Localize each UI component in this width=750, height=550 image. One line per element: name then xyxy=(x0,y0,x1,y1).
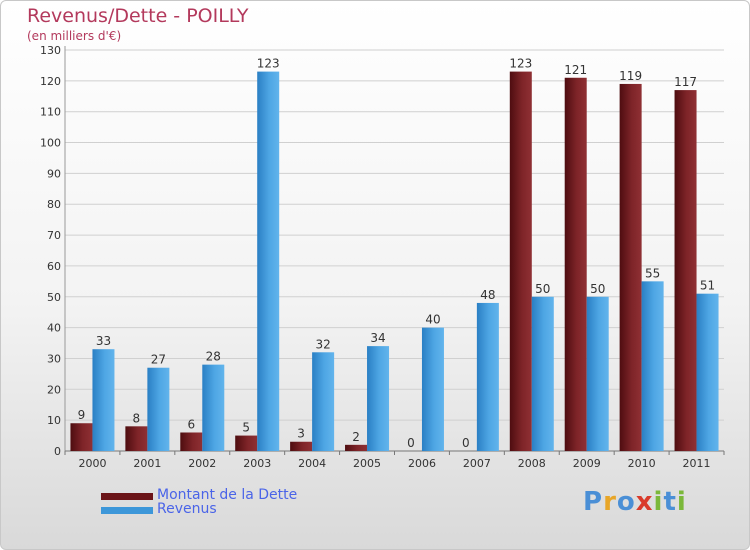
y-tick-label: 70 xyxy=(47,229,61,242)
bar-dette xyxy=(509,71,532,451)
data-label-dette: 0 xyxy=(407,436,415,450)
x-tick-label: 2000 xyxy=(78,457,106,470)
logo-letter: o xyxy=(616,487,636,517)
x-tick-label: 2004 xyxy=(298,457,326,470)
bar-revenus xyxy=(531,296,554,451)
bar-dette xyxy=(345,444,368,451)
data-label-dette: 5 xyxy=(242,421,250,435)
data-label-dette: 6 xyxy=(187,417,195,431)
bar-revenus xyxy=(641,281,664,451)
x-tick-label: 2010 xyxy=(628,457,656,470)
x-tick-label: 2005 xyxy=(353,457,381,470)
chart-subtitle: (en milliers d'€) xyxy=(27,29,122,43)
y-tick-label: 100 xyxy=(40,137,61,150)
data-label-revenus: 51 xyxy=(700,279,715,293)
x-tick-label: 2007 xyxy=(463,457,491,470)
x-tick-label: 2009 xyxy=(573,457,601,470)
data-label-revenus: 28 xyxy=(206,350,221,364)
legend-swatch-dette xyxy=(101,493,153,500)
data-label-dette: 121 xyxy=(564,63,587,77)
bar-revenus xyxy=(147,367,170,451)
logo-letter: r xyxy=(603,487,617,517)
legend-label-revenus: Revenus xyxy=(157,501,217,517)
y-tick-label: 30 xyxy=(47,352,61,365)
bar-dette xyxy=(619,83,642,451)
x-tick-label: 2008 xyxy=(518,457,546,470)
logo-letter: t xyxy=(663,487,677,517)
x-tick-label: 2003 xyxy=(243,457,271,470)
data-label-revenus: 33 xyxy=(96,334,111,348)
bar-revenus xyxy=(476,302,499,451)
x-tick-label: 2002 xyxy=(188,457,216,470)
bar-revenus xyxy=(312,352,335,451)
bar-dette xyxy=(235,435,258,451)
y-tick-label: 40 xyxy=(47,322,61,335)
bar-revenus xyxy=(696,293,719,451)
chart-title: Revenus/Dette - POILLY xyxy=(27,5,249,27)
data-label-dette: 9 xyxy=(78,408,86,422)
data-label-revenus: 34 xyxy=(370,331,385,345)
y-tick-label: 120 xyxy=(40,75,61,88)
bar-revenus xyxy=(421,327,444,451)
bar-revenus xyxy=(367,346,390,451)
logo-letter: P xyxy=(583,487,604,517)
bar-dette xyxy=(125,426,148,451)
data-label-revenus: 123 xyxy=(257,57,280,71)
data-label-revenus: 50 xyxy=(590,282,605,296)
y-tick-label: 60 xyxy=(47,260,61,273)
bar-revenus xyxy=(92,349,115,451)
logo-letter: x xyxy=(635,487,654,517)
legend-label-dette: Montant de la Dette xyxy=(157,487,298,503)
data-label-dette: 2 xyxy=(352,430,360,444)
y-tick-label: 10 xyxy=(47,414,61,427)
proxiti-logo: Proxiti xyxy=(583,487,687,517)
bar-revenus xyxy=(586,296,609,451)
bar-dette xyxy=(564,77,587,451)
data-label-dette: 8 xyxy=(133,411,141,425)
data-label-revenus: 48 xyxy=(480,288,495,302)
data-label-revenus: 55 xyxy=(645,266,660,280)
logo-letter: i xyxy=(653,487,664,517)
x-tick-label: 2006 xyxy=(408,457,436,470)
data-label-dette: 123 xyxy=(509,57,532,71)
bar-dette xyxy=(70,423,93,451)
y-tick-label: 20 xyxy=(47,383,61,396)
logo-letter: i xyxy=(676,487,687,517)
y-tick-label: 50 xyxy=(47,291,61,304)
x-tick-label: 2011 xyxy=(683,457,711,470)
data-label-dette: 119 xyxy=(619,69,642,83)
data-label-dette: 3 xyxy=(297,427,305,441)
y-tick-label: 80 xyxy=(47,198,61,211)
x-tick-label: 2001 xyxy=(133,457,161,470)
data-label-revenus: 40 xyxy=(425,313,440,327)
data-label-revenus: 50 xyxy=(535,282,550,296)
data-label-dette: 0 xyxy=(462,436,470,450)
y-tick-label: 130 xyxy=(40,44,61,57)
y-tick-label: 110 xyxy=(40,106,61,119)
bar-dette xyxy=(674,90,697,451)
data-label-revenus: 27 xyxy=(151,353,166,367)
bar-dette xyxy=(180,432,203,451)
bar-revenus xyxy=(257,71,280,451)
legend-swatch-revenus xyxy=(101,507,153,514)
data-label-revenus: 32 xyxy=(315,337,330,351)
data-label-dette: 117 xyxy=(674,75,697,89)
y-tick-label: 90 xyxy=(47,167,61,180)
bar-revenus xyxy=(202,364,225,451)
y-tick-label: 0 xyxy=(54,445,61,458)
bar-dette xyxy=(290,441,313,451)
